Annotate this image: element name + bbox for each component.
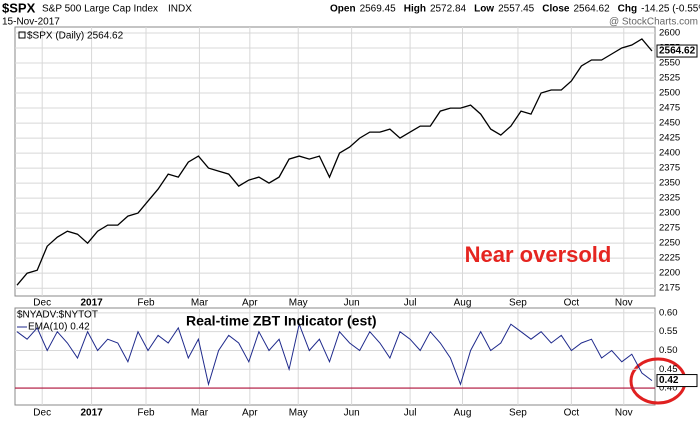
y-tick-label: 2275 xyxy=(659,223,680,234)
y-tick-label: 2250 xyxy=(659,238,680,249)
indicator-frame xyxy=(14,307,656,406)
value-badge: 2564.62 xyxy=(659,46,696,57)
index-name: S&P 500 Large Cap Index xyxy=(42,4,158,15)
quote-value: -14.25 (-0.55%) xyxy=(641,4,700,15)
x-tick-label: Mar xyxy=(191,408,209,419)
quote-label: Chg xyxy=(618,4,637,15)
x-tick-label: Dec xyxy=(33,408,51,419)
quote-label: Close xyxy=(542,4,570,15)
x-tick-label: May xyxy=(289,408,308,419)
exchange: INDX xyxy=(168,4,192,15)
x-tick-label: Apr xyxy=(242,298,258,309)
quote-value: 2557.45 xyxy=(498,4,535,15)
quote-value: 2569.45 xyxy=(360,4,397,15)
y-tick-label: 2525 xyxy=(659,73,680,84)
y-tick-label: 2200 xyxy=(659,268,680,279)
value-badge: 0.42 xyxy=(659,375,679,386)
quote-label: Open xyxy=(330,4,356,15)
x-tick-label: Jul xyxy=(404,298,417,309)
y-tick-label: 2425 xyxy=(659,133,680,144)
source: @ StockCharts.com xyxy=(609,17,698,28)
y-tick-label: 2225 xyxy=(659,253,680,264)
value-badge-box xyxy=(656,374,698,388)
y-tick-label: 2350 xyxy=(659,178,680,189)
panel-title: Real-time ZBT Indicator (est) xyxy=(186,313,377,329)
series-line xyxy=(16,38,653,286)
series-line xyxy=(16,322,653,387)
x-tick-label: Feb xyxy=(137,408,155,419)
annotation: Near oversold xyxy=(465,242,612,267)
x-tick-label: Mar xyxy=(191,298,209,309)
y-tick-label: 2500 xyxy=(659,88,680,99)
x-tick-label: 2017 xyxy=(80,298,103,309)
x-tick-label: Aug xyxy=(454,408,472,419)
x-tick-label: Feb xyxy=(137,298,155,309)
y-tick-label: 2450 xyxy=(659,118,680,129)
legend-swatch xyxy=(18,31,26,39)
y-tick-label: 0.50 xyxy=(659,345,678,356)
y-tick-label: 2300 xyxy=(659,208,680,219)
x-tick-label: Jun xyxy=(344,408,360,419)
y-tick-label: 2550 xyxy=(659,58,680,69)
x-tick-label: Sep xyxy=(509,298,527,309)
y-tick-label: 0.40 xyxy=(659,383,678,394)
legend: $NYADV:$NYTOT xyxy=(17,310,98,321)
quote-label: High xyxy=(404,4,426,15)
x-tick-label: May xyxy=(289,298,308,309)
x-tick-label: Apr xyxy=(242,408,258,419)
x-tick-label: Aug xyxy=(454,298,472,309)
y-tick-label: 2475 xyxy=(659,103,680,114)
x-tick-label: Sep xyxy=(509,408,527,419)
y-tick-label: 2375 xyxy=(659,163,680,174)
x-tick-label: Jun xyxy=(344,298,360,309)
legend: $SPX (Daily) 2564.62 xyxy=(27,31,124,42)
y-tick-label: 0.60 xyxy=(659,307,678,318)
quote-label: Low xyxy=(474,4,494,15)
x-tick-label: Dec xyxy=(33,298,51,309)
y-tick-label: 0.55 xyxy=(659,326,678,337)
symbol: $SPX xyxy=(2,0,36,15)
quote: Open 2569.45 High 2572.84 Low 2557.45 Close 256… xyxy=(330,4,700,15)
legend: EMA(10) 0.42 xyxy=(28,322,90,333)
x-tick-label: Nov xyxy=(615,408,633,419)
x-tick-label: Oct xyxy=(564,408,580,419)
price-frame xyxy=(14,26,656,297)
y-tick-label: 2175 xyxy=(659,283,680,294)
date: 15-Nov-2017 xyxy=(2,17,60,28)
x-tick-label: Jul xyxy=(404,408,417,419)
quote-value: 2572.84 xyxy=(430,4,467,15)
value-badge-box xyxy=(656,44,698,58)
y-tick-label: 2600 xyxy=(659,28,680,39)
x-tick-label: Oct xyxy=(564,298,580,309)
y-tick-label: 0.45 xyxy=(659,364,678,375)
x-tick-label: Nov xyxy=(615,298,633,309)
x-tick-label: 2017 xyxy=(80,408,103,419)
y-tick-label: 2325 xyxy=(659,193,680,204)
quote-value: 2564.62 xyxy=(573,4,610,15)
y-tick-label: 2400 xyxy=(659,148,680,159)
